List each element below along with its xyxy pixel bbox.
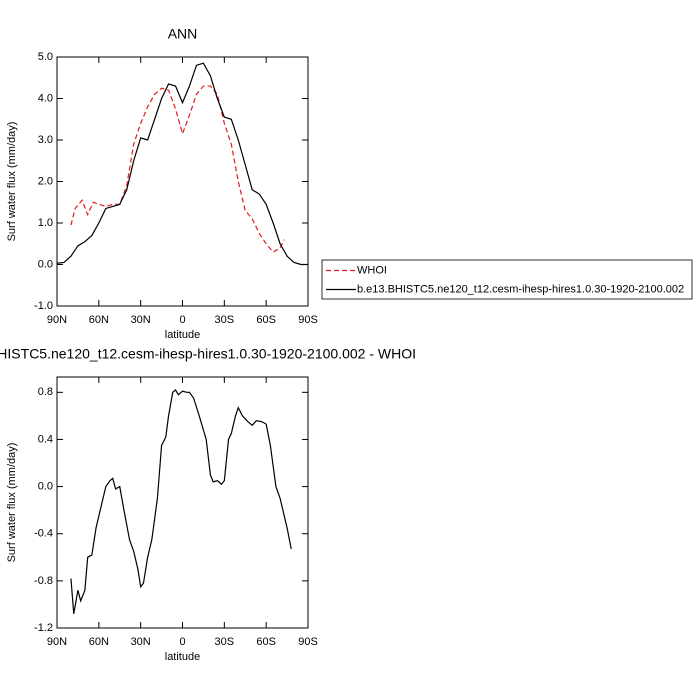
x-tick-label: 60S [256,636,276,648]
x-tick-label: 60N [89,636,109,648]
x-tick-label: 90N [47,636,67,648]
y-axis-label: Surf water flux (mm/day) [6,443,18,563]
data-line [70,85,285,253]
x-axis-label: latitude [165,651,200,663]
data-line [56,62,308,266]
plot-frame [56,376,309,629]
x-tick-label: 30S [215,636,235,648]
x-axis-label: latitude [165,329,200,341]
legend-box [321,259,693,300]
y-tick-label: 0.8 [38,386,53,398]
x-tick-label: 60N [89,314,109,326]
y-tick-label: 5.0 [38,51,53,63]
x-tick-label: 60S [256,314,276,326]
x-tick-label: 30N [131,636,151,648]
x-tick-label: 90S [298,314,318,326]
y-tick-label: 0.0 [38,258,53,270]
y-tick-label: -1.2 [34,622,53,634]
x-tick-label: 30N [131,314,151,326]
y-tick-label: 4.0 [38,92,53,104]
x-tick-label: 0 [179,636,185,648]
y-tick-label: 1.0 [38,217,53,229]
y-tick-label: 0.0 [38,480,53,492]
legend-label: b.e13.BHISTC5.ne120_t12.cesm-ihesp-hires… [357,283,684,295]
x-tick-label: 90S [298,636,318,648]
y-tick-label: 0.4 [38,433,53,445]
plot-frame [56,56,309,307]
x-tick-label: 90N [47,314,67,326]
data-line [70,389,292,614]
y-tick-label: -0.8 [34,575,53,587]
y-tick-label: -1.0 [34,300,53,312]
chart-title: b.e13.BHISTC5.ne120_t12.cesm-ihesp-hires… [0,346,416,362]
y-tick-label: 2.0 [38,175,53,187]
chart-title: ANN [168,26,198,42]
y-axis-label: Surf water flux (mm/day) [6,122,18,242]
legend-label: WHOI [357,264,387,276]
y-tick-label: 3.0 [38,134,53,146]
y-tick-label: -0.4 [34,528,53,540]
x-tick-label: 30S [215,314,235,326]
x-tick-label: 0 [179,314,185,326]
